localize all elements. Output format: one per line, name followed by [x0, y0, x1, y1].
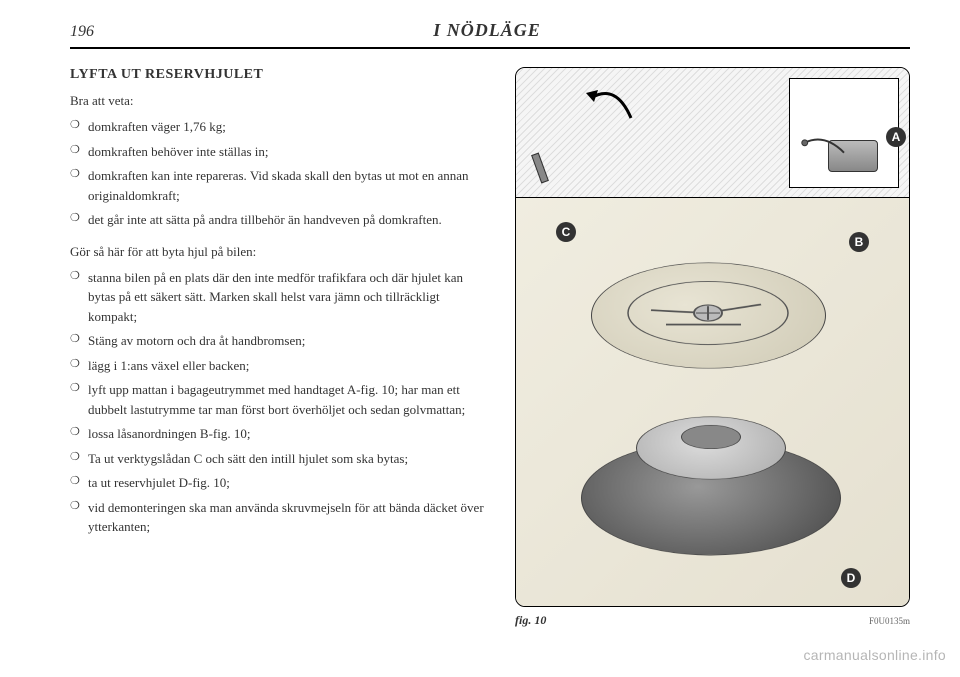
- text-column: LYFTA UT RESERVHJULET Bra att veta: domk…: [70, 67, 490, 628]
- figure-caption: fig. 10: [515, 613, 546, 628]
- tool-tray: [591, 262, 826, 368]
- header-title: I NÖDLÄGE: [94, 20, 880, 41]
- list-item: Ta ut verktygslådan C och sätt den intil…: [70, 449, 490, 469]
- intro-text-2: Gör så här för att byta hjul på bilen:: [70, 244, 490, 260]
- list-item: domkraften kan inte repareras. Vid skada…: [70, 166, 490, 205]
- label-c: C: [556, 222, 576, 242]
- figure-top-panel: A: [516, 68, 909, 198]
- list-item: lyft upp mattan i bagageutrymmet med han…: [70, 380, 490, 419]
- list-item: lossa låsanordningen B-fig. 10;: [70, 424, 490, 444]
- info-list-1: domkraften väger 1,76 kg; domkraften beh…: [70, 117, 490, 230]
- procedure-list: stanna bilen på en plats där den inte me…: [70, 268, 490, 537]
- figure-bottom-panel: C B D: [516, 198, 909, 607]
- figure-column: A C B D: [515, 67, 910, 628]
- label-d: D: [841, 568, 861, 588]
- handle-shape: [531, 153, 549, 184]
- label-a: A: [886, 127, 906, 147]
- lift-arrow-icon: [576, 78, 646, 128]
- list-item: det går inte att sätta på andra tillbehö…: [70, 210, 490, 230]
- content-area: LYFTA UT RESERVHJULET Bra att veta: domk…: [70, 67, 910, 628]
- page-header: 196 I NÖDLÄGE: [70, 20, 910, 49]
- figure-caption-row: fig. 10 F0U0135m: [515, 613, 910, 628]
- list-item: stanna bilen på en plats där den inte me…: [70, 268, 490, 327]
- wheel-hub: [681, 425, 741, 449]
- list-item: ta ut reservhjulet D-fig. 10;: [70, 473, 490, 493]
- section-title: LYFTA UT RESERVHJULET: [70, 67, 490, 83]
- label-b: B: [849, 232, 869, 252]
- figure-inset: A: [789, 78, 899, 188]
- manual-page: 196 I NÖDLÄGE LYFTA UT RESERVHJULET Bra …: [0, 0, 960, 677]
- figure-code: F0U0135m: [869, 616, 910, 626]
- inset-detail-icon: [790, 79, 898, 187]
- list-item: domkraften behöver inte ställas in;: [70, 142, 490, 162]
- intro-text-1: Bra att veta:: [70, 93, 490, 109]
- list-item: vid demonteringen ska man använda skruvm…: [70, 498, 490, 537]
- watermark: carmanualsonline.info: [804, 647, 947, 663]
- list-item: domkraften väger 1,76 kg;: [70, 117, 490, 137]
- figure-frame: A C B D: [515, 67, 910, 607]
- list-item: Stäng av motorn och dra åt handbromsen;: [70, 331, 490, 351]
- list-item: lägg i 1:ans växel eller backen;: [70, 356, 490, 376]
- page-number: 196: [70, 23, 94, 41]
